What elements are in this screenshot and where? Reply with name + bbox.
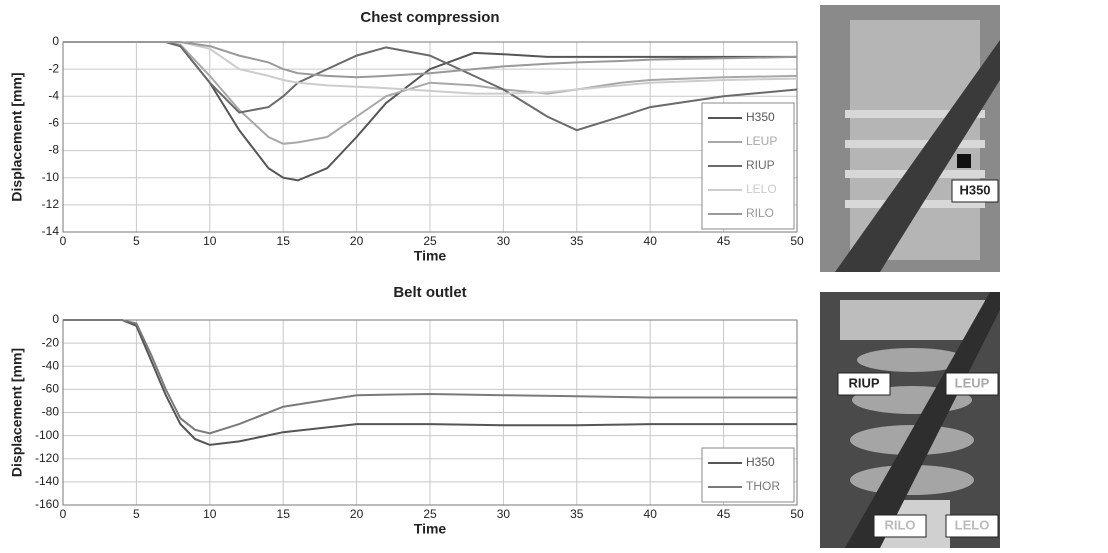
photo-label-box bbox=[945, 514, 999, 538]
x-tick-label: 20 bbox=[350, 234, 364, 248]
x-tick-label: 5 bbox=[133, 234, 140, 248]
y-tick-label: -20 bbox=[42, 335, 60, 349]
y-tick-label: -10 bbox=[42, 170, 60, 184]
photo-label: H350 bbox=[959, 182, 990, 197]
photo-label: RILO bbox=[884, 517, 915, 532]
y-tick-label: -8 bbox=[48, 143, 59, 157]
y-tick-label: -14 bbox=[42, 224, 60, 238]
y-tick-label: -100 bbox=[35, 428, 59, 442]
y-tick-label: -40 bbox=[42, 358, 60, 372]
series-line bbox=[63, 41, 798, 145]
y-tick-label: 0 bbox=[52, 34, 59, 48]
photo-label-box bbox=[873, 514, 927, 538]
y-tick-label: -2 bbox=[48, 61, 59, 75]
dummy-shoulders bbox=[840, 300, 985, 340]
y-tick-label: -4 bbox=[48, 88, 59, 102]
legend-label: LELO bbox=[746, 182, 777, 196]
x-tick-label: 40 bbox=[644, 234, 658, 248]
y-tick-label: 0 bbox=[52, 312, 59, 326]
legend-label: H350 bbox=[746, 455, 775, 469]
y-tick-label: -140 bbox=[35, 474, 59, 488]
y-tick-label: -12 bbox=[42, 197, 60, 211]
x-tick-label: 45 bbox=[717, 507, 731, 521]
legend-box bbox=[701, 447, 795, 503]
y-axis-label: Displacement [mm] bbox=[9, 72, 25, 201]
legend-label: THOR bbox=[746, 479, 780, 493]
x-tick-label: 20 bbox=[350, 507, 364, 521]
x-tick-label: 0 bbox=[60, 507, 67, 521]
photo-label: RIUP bbox=[848, 375, 879, 390]
legend-label: LEUP bbox=[746, 134, 777, 148]
x-tick-label: 30 bbox=[497, 507, 511, 521]
sensor bbox=[957, 154, 971, 168]
x-tick-label: 10 bbox=[203, 234, 217, 248]
belt bbox=[835, 40, 1000, 272]
photo-label: LEUP bbox=[955, 375, 990, 390]
series-line bbox=[63, 41, 798, 132]
series-line bbox=[63, 319, 797, 435]
y-tick-label: -80 bbox=[42, 405, 60, 419]
x-axis-label: Time bbox=[414, 248, 447, 264]
chart-title: Chest compression bbox=[360, 9, 499, 26]
legend-label: H350 bbox=[746, 110, 775, 124]
photo-label: LELO bbox=[955, 517, 990, 532]
belt bbox=[845, 292, 1000, 548]
x-tick-label: 25 bbox=[423, 234, 437, 248]
x-tick-label: 15 bbox=[277, 234, 291, 248]
x-tick-label: 40 bbox=[644, 507, 658, 521]
series-line bbox=[63, 41, 798, 79]
plot-frame bbox=[62, 319, 798, 506]
legend-label: RIUP bbox=[746, 158, 775, 172]
x-tick-label: 10 bbox=[203, 507, 217, 521]
x-axis-label: Time bbox=[414, 521, 447, 537]
legend-label: RILO bbox=[746, 206, 774, 220]
y-axis-label: Displacement [mm] bbox=[9, 348, 25, 477]
x-tick-label: 5 bbox=[133, 507, 140, 521]
plot-frame bbox=[62, 41, 798, 233]
y-tick-label: -6 bbox=[48, 116, 59, 130]
x-tick-label: 15 bbox=[277, 507, 291, 521]
series-line bbox=[63, 319, 797, 446]
x-tick-label: 30 bbox=[497, 234, 511, 248]
y-tick-label: -120 bbox=[35, 451, 59, 465]
photo-label-box bbox=[945, 372, 999, 396]
photo-label-box bbox=[837, 372, 891, 396]
x-tick-label: 0 bbox=[60, 234, 67, 248]
y-tick-label: -60 bbox=[42, 382, 60, 396]
x-tick-label: 35 bbox=[570, 234, 584, 248]
photo-bottom: RIUP LEUP RILO LELO bbox=[820, 292, 1000, 548]
x-tick-label: 35 bbox=[570, 507, 584, 521]
y-tick-label: -160 bbox=[35, 497, 59, 511]
x-tick-label: 45 bbox=[717, 234, 731, 248]
x-tick-label: 50 bbox=[790, 234, 804, 248]
photo-top: H350 bbox=[820, 5, 1000, 272]
x-tick-label: 50 bbox=[790, 507, 804, 521]
photo-label-box bbox=[951, 179, 999, 203]
x-tick-label: 25 bbox=[423, 507, 437, 521]
chart-title: Belt outlet bbox=[393, 284, 466, 301]
